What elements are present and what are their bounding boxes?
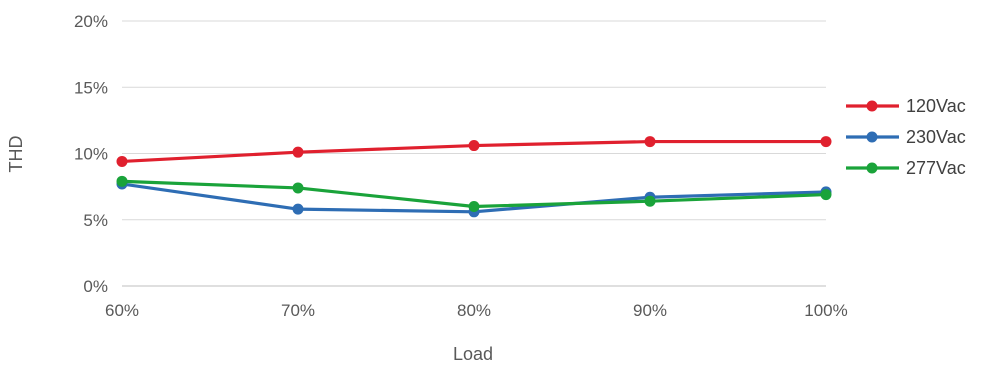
data-point (116, 155, 128, 167)
legend-item: 277Vac (846, 158, 966, 178)
legend-label: 230Vac (906, 127, 966, 147)
data-point (644, 136, 656, 148)
x-tick-label: 60% (105, 301, 139, 320)
data-point (116, 175, 128, 187)
legend: 120Vac 230Vac 277Vac (846, 96, 966, 178)
x-tick-label: 100% (804, 301, 847, 320)
data-point (292, 146, 304, 158)
x-tick-label: 80% (457, 301, 491, 320)
data-point (820, 189, 832, 201)
data-point (292, 203, 304, 215)
legend-label: 277Vac (906, 158, 966, 178)
legend-label: 120Vac (906, 96, 966, 116)
x-axis-label: Load (453, 344, 493, 364)
data-point (820, 136, 832, 148)
y-tick-label: 0% (83, 277, 108, 296)
x-axis-ticks: 60% 70% 80% 90% 100% (105, 301, 848, 320)
y-axis-label: THD (6, 136, 26, 173)
data-point (292, 182, 304, 194)
legend-swatch-marker (866, 131, 878, 143)
x-tick-label: 90% (633, 301, 667, 320)
y-tick-label: 20% (74, 12, 108, 31)
series-120Vac (116, 136, 832, 167)
data-point (468, 140, 480, 152)
y-tick-label: 15% (74, 78, 108, 97)
series-277Vac (116, 175, 832, 212)
legend-swatch-marker (866, 162, 878, 174)
legend-swatch-marker (866, 100, 878, 112)
grid-lines (122, 20, 826, 287)
data-point (468, 201, 480, 212)
data-point (644, 195, 656, 207)
y-tick-label: 10% (74, 145, 108, 164)
series-group (116, 136, 832, 218)
y-axis-ticks: 0% 5% 10% 15% 20% (74, 12, 108, 296)
legend-item: 230Vac (846, 127, 966, 147)
legend-item: 120Vac (846, 96, 966, 116)
y-tick-label: 5% (83, 211, 108, 230)
x-tick-label: 70% (281, 301, 315, 320)
